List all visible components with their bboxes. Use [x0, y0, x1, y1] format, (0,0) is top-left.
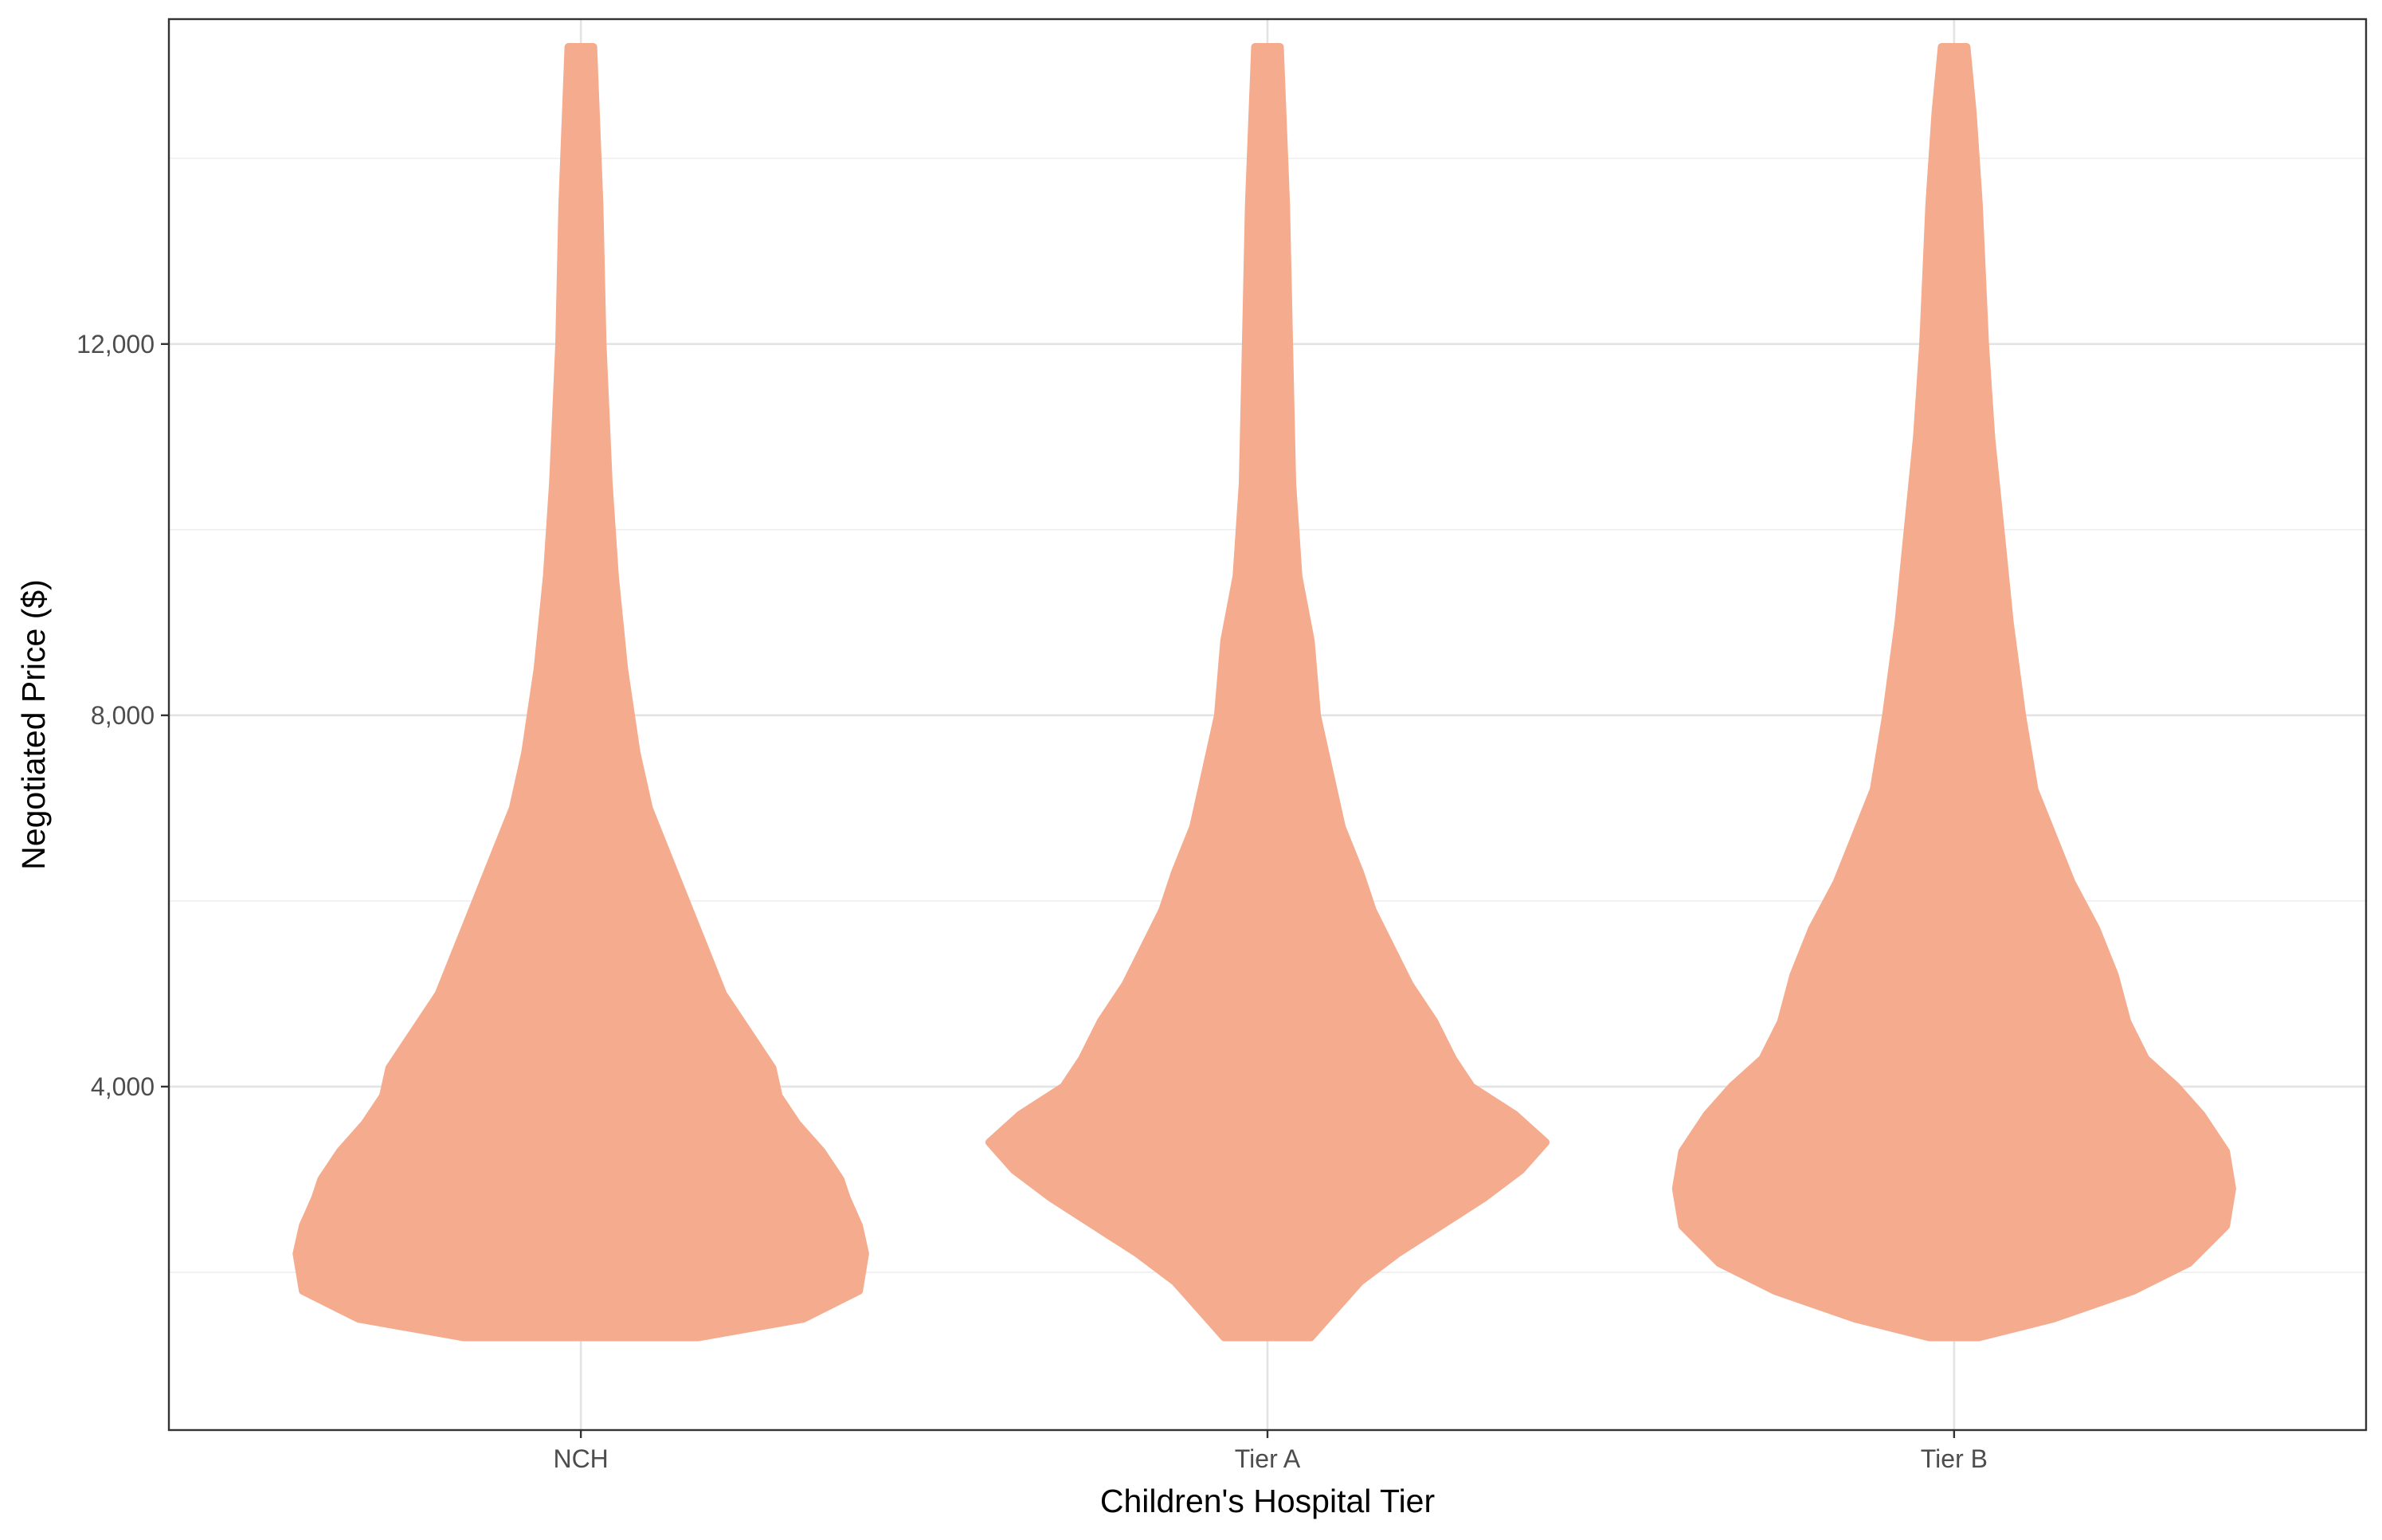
x-axis: NCH Tier A Tier B [553, 1430, 1988, 1473]
y-axis-title: Negotiated Price ($) [15, 579, 52, 870]
x-axis-title: Children's Hospital Tier [1100, 1483, 1435, 1519]
violin-tier-a [985, 43, 1550, 1342]
violins-layer [292, 43, 2236, 1342]
violin-tier-b [1671, 43, 2236, 1342]
x-tick-label: Tier A [1235, 1444, 1301, 1473]
y-axis: 4,000 8,000 12,000 [76, 330, 169, 1101]
y-tick-label: 4,000 [91, 1072, 155, 1101]
x-tick-label: NCH [553, 1444, 608, 1473]
x-tick-label: Tier B [1921, 1444, 1988, 1473]
y-tick-label: 8,000 [91, 701, 155, 730]
y-tick-label: 12,000 [76, 330, 155, 359]
violin-nch [292, 43, 869, 1342]
